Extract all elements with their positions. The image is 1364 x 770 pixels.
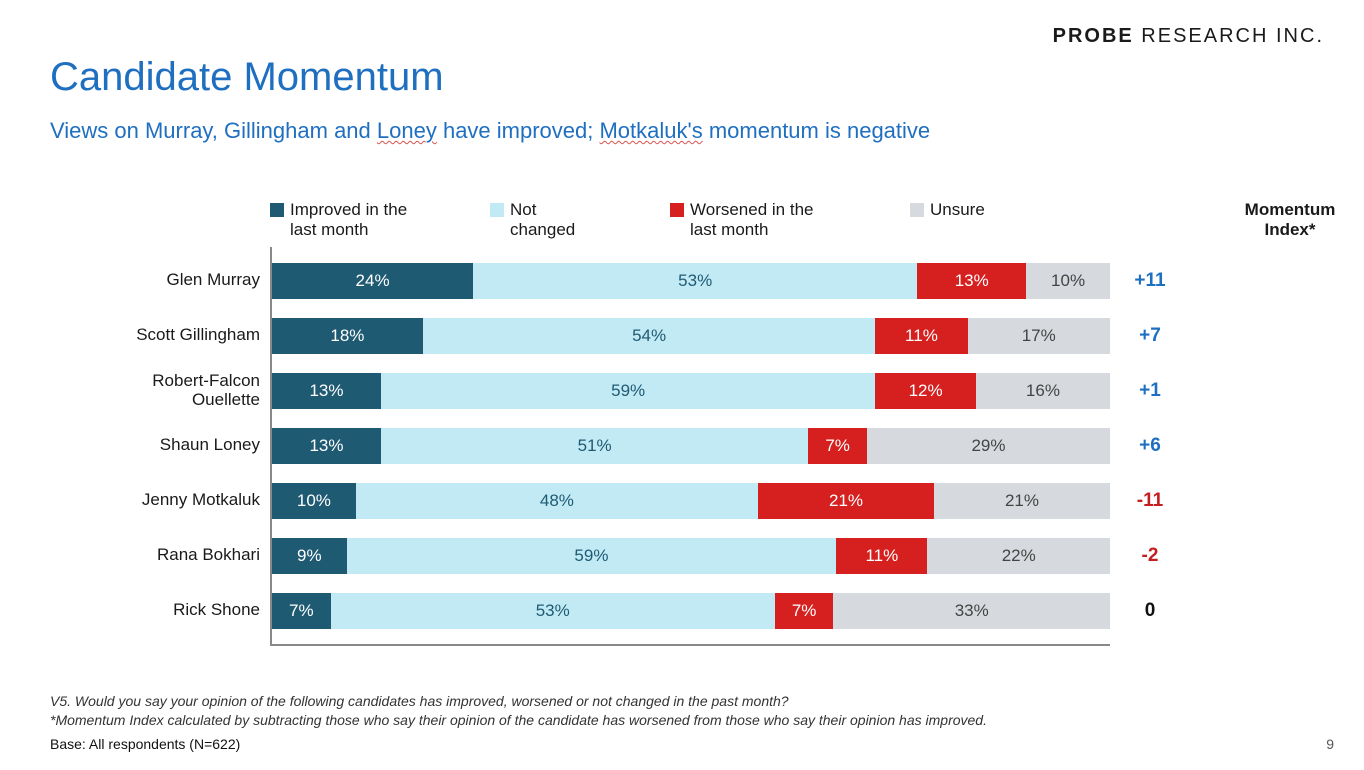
chart-row: Rana Bokhari9%59%11%22%-2 xyxy=(272,528,1110,583)
legend-item: Improved in thelast month xyxy=(270,200,490,239)
brand-logo: PROBE RESEARCH INC. xyxy=(1053,25,1324,48)
legend-item: Unsure xyxy=(910,200,1050,220)
candidate-label: Robert-Falcon Ouellette xyxy=(130,372,260,409)
candidate-label: Rana Bokhari xyxy=(130,546,260,565)
bar-segment-unsure: 21% xyxy=(934,483,1110,519)
candidate-label: Glen Murray xyxy=(130,271,260,290)
legend-label: Worsened in thelast month xyxy=(690,200,813,239)
momentum-value: -11 xyxy=(1095,490,1205,512)
legend-swatch xyxy=(910,203,924,217)
bar-segment-unsure: 17% xyxy=(968,318,1110,354)
subtitle-mid: have improved; xyxy=(437,118,600,143)
bar-segment-notchanged: 53% xyxy=(473,263,917,299)
bar-segment-worsened: 21% xyxy=(758,483,934,519)
bar-segment-notchanged: 59% xyxy=(347,538,837,574)
bar: 13%59%12%16% xyxy=(272,373,1110,409)
bar-segment-notchanged: 51% xyxy=(381,428,808,464)
bar-segment-worsened: 11% xyxy=(836,538,927,574)
momentum-value: +1 xyxy=(1095,380,1205,402)
bar-segment-improved: 13% xyxy=(272,428,381,464)
candidate-label: Jenny Motkaluk xyxy=(130,491,260,510)
legend-swatch xyxy=(670,203,684,217)
brand-bold: PROBE xyxy=(1053,25,1134,47)
legend-item: Notchanged xyxy=(490,200,670,239)
brand-rest: RESEARCH INC. xyxy=(1134,25,1324,47)
bar-segment-improved: 7% xyxy=(272,593,331,629)
footnote-question: V5. Would you say your opinion of the fo… xyxy=(50,692,987,711)
bar-segment-worsened: 11% xyxy=(875,318,967,354)
chart-row: Glen Murray24%53%13%10%+11 xyxy=(272,253,1110,308)
bar-segment-unsure: 33% xyxy=(833,593,1110,629)
bar: 24%53%13%10% xyxy=(272,263,1110,299)
momentum-value: +7 xyxy=(1095,325,1205,347)
chart-rows: Glen Murray24%53%13%10%+11Scott Gillingh… xyxy=(270,247,1110,646)
bar: 18%54%11%17% xyxy=(272,318,1110,354)
chart-row: Rick Shone7%53%7%33%0 xyxy=(272,583,1110,638)
footnotes: V5. Would you say your opinion of the fo… xyxy=(50,692,987,730)
bar-segment-improved: 24% xyxy=(272,263,473,299)
bar-segment-notchanged: 54% xyxy=(423,318,876,354)
subtitle-word-motkaluk: Motkaluk's xyxy=(599,118,702,143)
bar: 7%53%7%33% xyxy=(272,593,1110,629)
momentum-value: -2 xyxy=(1095,545,1205,567)
bar-segment-unsure: 16% xyxy=(976,373,1110,409)
bar: 10%48%21%21% xyxy=(272,483,1110,519)
bar-segment-worsened: 7% xyxy=(775,593,834,629)
legend-swatch xyxy=(270,203,284,217)
chart-row: Robert-Falcon Ouellette13%59%12%16%+1 xyxy=(272,363,1110,418)
chart-area: Improved in thelast month Notchanged Worse… xyxy=(130,200,1250,646)
bar-segment-notchanged: 59% xyxy=(381,373,875,409)
subtitle-post: momentum is negative xyxy=(703,118,930,143)
bar-segment-worsened: 13% xyxy=(917,263,1026,299)
momentum-value: 0 xyxy=(1095,600,1205,622)
bar-segment-improved: 13% xyxy=(272,373,381,409)
page-subtitle: Views on Murray, Gillingham and Loney ha… xyxy=(50,118,1314,144)
bar: 9%59%11%22% xyxy=(272,538,1110,574)
candidate-label: Rick Shone xyxy=(130,601,260,620)
chart-row: Jenny Motkaluk10%48%21%21%-11 xyxy=(272,473,1110,528)
bar-segment-notchanged: 48% xyxy=(356,483,758,519)
chart-row: Scott Gillingham18%54%11%17%+7 xyxy=(272,308,1110,363)
bar-segment-worsened: 7% xyxy=(808,428,867,464)
bar-segment-improved: 9% xyxy=(272,538,347,574)
slide: PROBE RESEARCH INC. Candidate Momentum V… xyxy=(0,0,1364,770)
legend-swatch xyxy=(490,203,504,217)
subtitle-pre: Views on Murray, Gillingham and xyxy=(50,118,377,143)
bar: 13%51%7%29% xyxy=(272,428,1110,464)
legend-label: Improved in thelast month xyxy=(290,200,407,239)
candidate-label: Shaun Loney xyxy=(130,436,260,455)
chart-legend: Improved in thelast month Notchanged Worse… xyxy=(270,200,1250,239)
legend-item: Worsened in thelast month xyxy=(670,200,910,239)
bar-segment-improved: 10% xyxy=(272,483,356,519)
page-number: 9 xyxy=(1326,736,1334,752)
subtitle-word-loney: Loney xyxy=(377,118,437,143)
bar-segment-unsure: 29% xyxy=(867,428,1110,464)
chart-row: Shaun Loney13%51%7%29%+6 xyxy=(272,418,1110,473)
page-title: Candidate Momentum xyxy=(50,55,1314,100)
bar-segment-notchanged: 53% xyxy=(331,593,775,629)
footnote-index: *Momentum Index calculated by subtractin… xyxy=(50,711,987,730)
momentum-value: +11 xyxy=(1095,270,1205,292)
candidate-label: Scott Gillingham xyxy=(130,326,260,345)
base-note: Base: All respondents (N=622) xyxy=(50,736,240,752)
legend-label: Unsure xyxy=(930,200,985,220)
momentum-value: +6 xyxy=(1095,435,1205,457)
momentum-index-header: Momentum Index* xyxy=(1235,200,1345,239)
bar-segment-worsened: 12% xyxy=(875,373,976,409)
bar-segment-improved: 18% xyxy=(272,318,423,354)
legend-label: Notchanged xyxy=(510,200,575,239)
bar-segment-unsure: 22% xyxy=(927,538,1110,574)
